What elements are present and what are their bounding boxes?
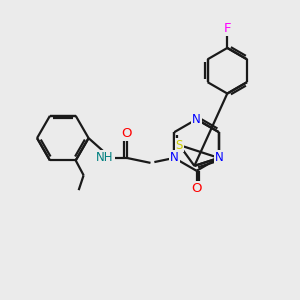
Text: O: O — [122, 127, 132, 140]
Text: O: O — [191, 182, 202, 195]
Text: NH: NH — [96, 152, 114, 164]
Text: N: N — [170, 152, 178, 164]
Text: N: N — [214, 152, 223, 164]
Text: N: N — [192, 113, 201, 126]
Text: F: F — [224, 22, 231, 34]
Text: S: S — [176, 139, 183, 152]
